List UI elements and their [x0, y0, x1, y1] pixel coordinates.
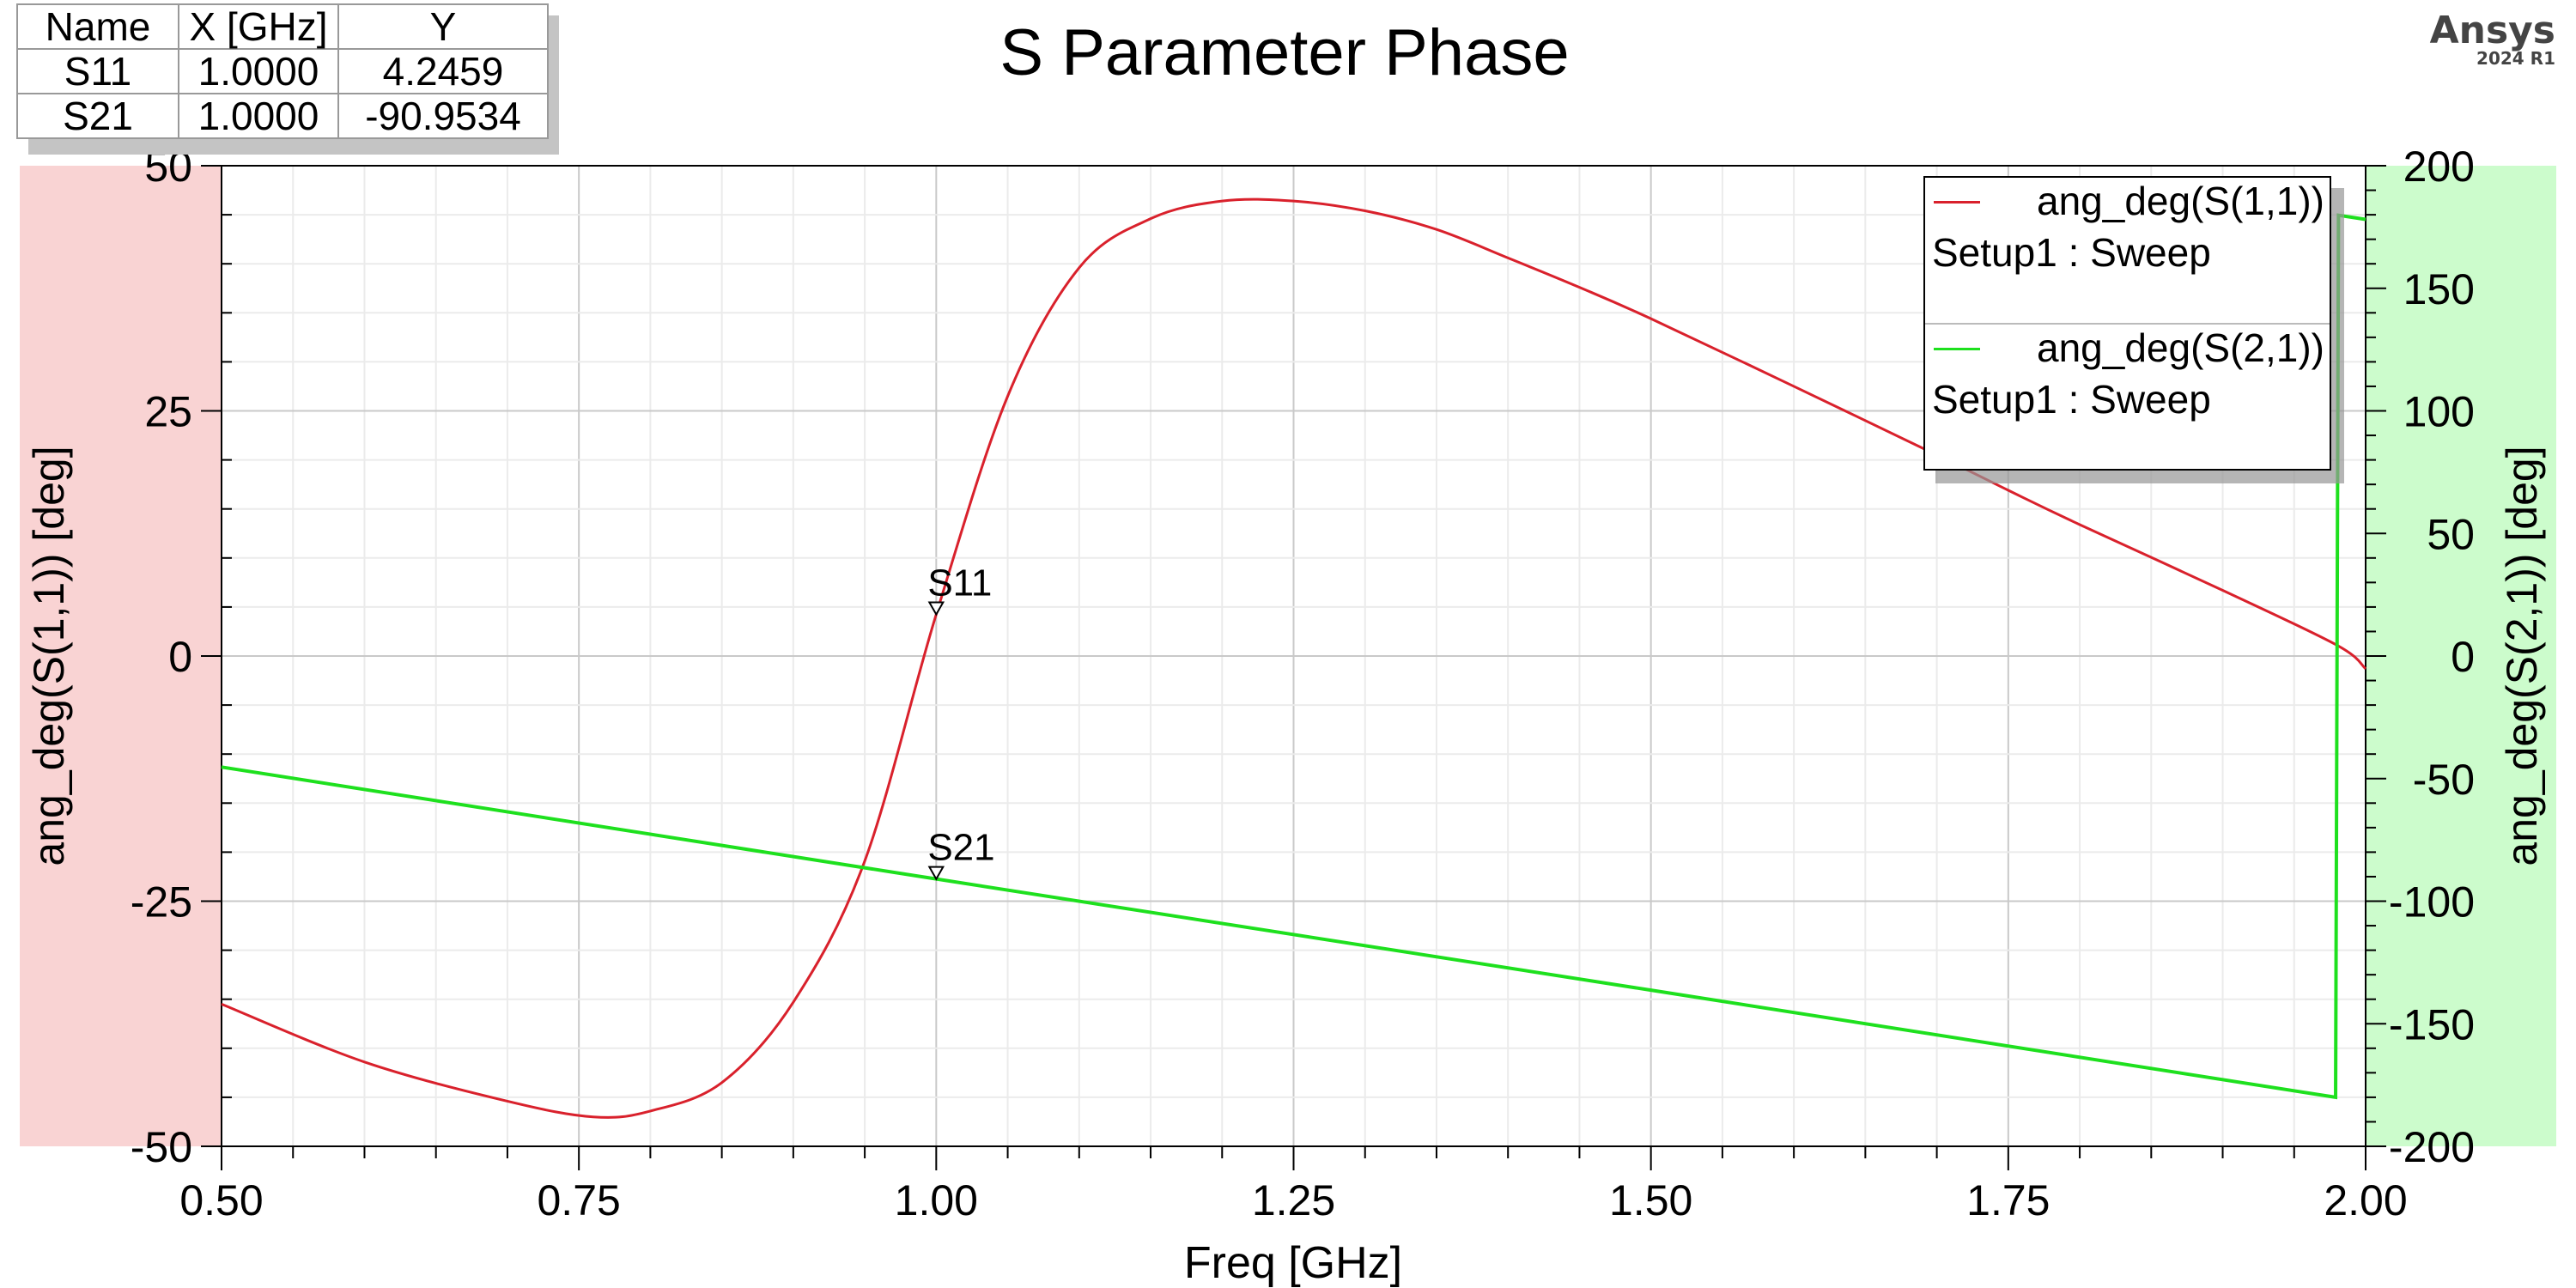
axes: [201, 165, 2386, 1170]
tick-labels: 0.50 0.75 1.00 1.25 1.50 1.75 2.00 -50 -25 0 25 50 -…: [131, 143, 2475, 1224]
marker-triangle-icon: [927, 866, 945, 881]
legend-series-name: ang_deg(S(2,1)): [2037, 325, 2324, 370]
y-tick-label-left: 0: [168, 633, 192, 681]
x-tick-label: 1.50: [1609, 1176, 1692, 1224]
legend-setup: Setup1 : Sweep: [1932, 377, 2211, 422]
header-name: Name: [16, 3, 179, 50]
y-tick-label-right: 200: [2403, 143, 2475, 191]
logo-version: 2024 R1: [2476, 48, 2555, 69]
cell-name: S11: [16, 48, 179, 94]
y-tick-label-left: -25: [131, 878, 192, 927]
legend-swatch-red: [1934, 201, 1980, 204]
marker-label: S11: [927, 562, 992, 605]
y-axis-label-right: ang_deg(S(2,1)) [deg]: [2498, 446, 2546, 866]
ansys-logo: Ansys 2024 R1: [2429, 9, 2555, 69]
table-row: S11 1.0000 4.2459: [16, 48, 549, 94]
x-tick-label: 1.75: [1966, 1176, 2050, 1224]
x-tick-label: 2.00: [2324, 1176, 2407, 1224]
y-tick-label-right: -150: [2389, 1000, 2475, 1048]
legend-setup: Setup1 : Sweep: [1932, 230, 2211, 275]
table-row: S21 1.0000 -90.9534: [16, 93, 549, 139]
y-tick-label-right: -100: [2389, 878, 2475, 927]
cell-x: 1.0000: [178, 93, 339, 139]
logo-brand: Ansys: [2429, 9, 2555, 52]
y-tick-label-right: 100: [2403, 388, 2475, 436]
legend-swatch-green: [1934, 348, 1980, 350]
x-tick-label: 1.25: [1252, 1176, 1335, 1224]
cell-y: -90.9534: [337, 93, 549, 139]
header-y: Y: [337, 3, 549, 50]
x-tick-label: 0.75: [538, 1176, 621, 1224]
right-axis-band: [2366, 166, 2556, 1146]
left-axis-band: [20, 166, 222, 1146]
marker-table[interactable]: Name X [GHz] Y S11 1.0000 4.2459 S21 1.0…: [16, 3, 559, 155]
marker-label: S21: [927, 827, 994, 869]
y-tick-label-right: -50: [2413, 756, 2475, 804]
cell-x: 1.0000: [178, 48, 339, 94]
y-tick-label-left: 25: [144, 388, 192, 436]
y-tick-label-left: -50: [131, 1123, 192, 1171]
header-x: X [GHz]: [178, 3, 339, 50]
y-tick-label-right: -200: [2389, 1123, 2475, 1171]
marker-triangle-icon: [927, 601, 945, 617]
legend-entry-s21[interactable]: ang_deg(S(2,1)) Setup1 : Sweep: [1925, 323, 2330, 470]
legend-entry-s11[interactable]: ang_deg(S(1,1)) Setup1 : Sweep: [1925, 178, 2330, 323]
x-axis-label: Freq [GHz]: [1184, 1238, 1402, 1288]
x-tick-label: 0.50: [179, 1176, 263, 1224]
markers-group: S11 S21: [927, 562, 995, 881]
x-tick-label: 1.00: [895, 1176, 978, 1224]
legend-series-name: ang_deg(S(1,1)): [2037, 179, 2324, 223]
chart-title: S Parameter Phase: [999, 16, 1570, 89]
cell-y: 4.2459: [337, 48, 549, 94]
y-tick-label-right: 50: [2427, 510, 2475, 558]
y-tick-label-right: 0: [2451, 633, 2475, 681]
legend[interactable]: ang_deg(S(1,1)) Setup1 : Sweep ang_deg(S…: [1923, 176, 2344, 483]
marker-table-header: Name X [GHz] Y: [16, 3, 549, 50]
y-tick-label-right: 150: [2403, 265, 2475, 313]
y-axis-label-left: ang_deg(S(1,1)) [deg]: [25, 446, 73, 866]
cell-name: S21: [16, 93, 179, 139]
